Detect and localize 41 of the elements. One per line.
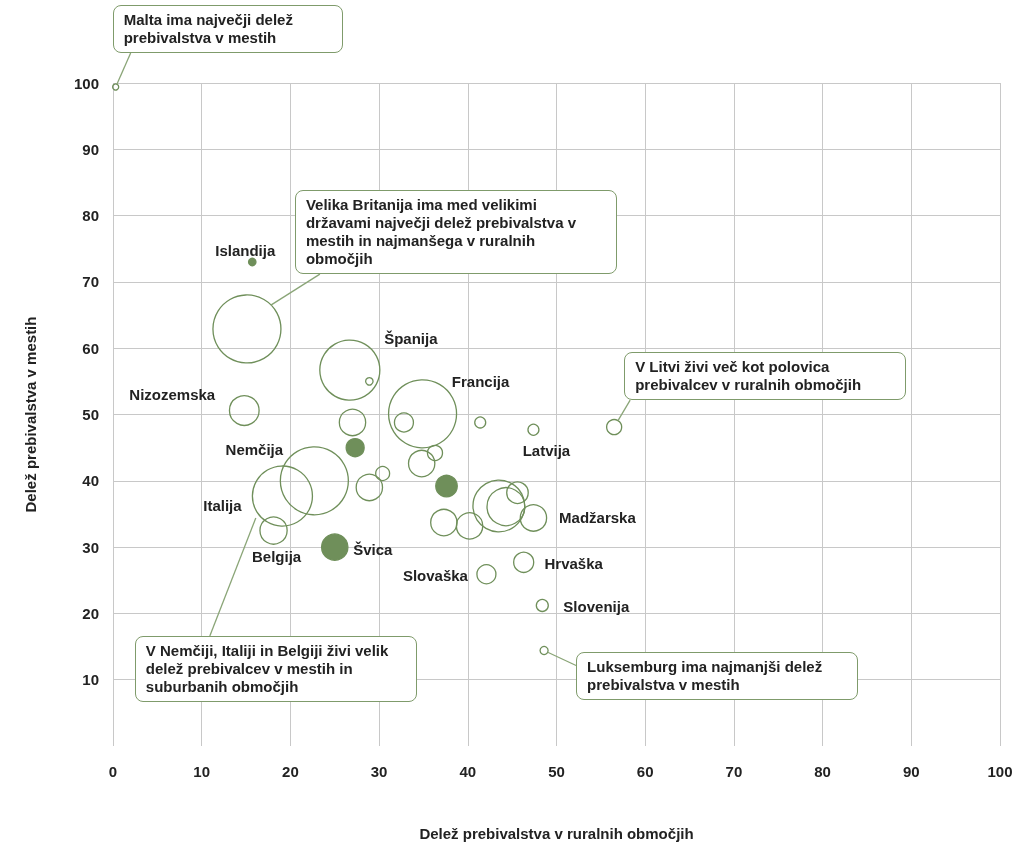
annotation: Latvija [522, 441, 571, 459]
y-tick-label: 10 [82, 671, 99, 689]
annotation: Slovenija [563, 597, 630, 615]
annotation: Nizozemska [129, 385, 216, 403]
callout-box: V Nemčiji, Italiji in Belgiji živi velik delež prebivalcev v mestih in suburbanih območjih [134, 635, 417, 702]
annotation: Belgija [251, 547, 302, 565]
annotation: Hrvaška [544, 554, 603, 572]
callout-box: Luksemburg ima najmanjši delež prebivalstva v mestih [576, 651, 859, 700]
y-axis-title: Delež prebivalstva v mestih [22, 316, 39, 513]
x-axis-title: Delež prebivalstva v ruralnih območjih [419, 825, 694, 842]
x-tick-label: 70 [725, 763, 743, 780]
callout-box: Malta ima največji delež prebivalstva v mestih [112, 4, 343, 53]
annotation: Madžarska [559, 508, 636, 526]
x-tick-label: 0 [108, 763, 118, 780]
x-tick-label: 60 [636, 763, 654, 780]
annotation: Islandija [215, 241, 276, 259]
x-tick-label: 50 [548, 763, 565, 780]
annotation: Španija [384, 329, 438, 347]
annotation: Francija [451, 372, 510, 390]
y-tick-label: 30 [82, 538, 99, 556]
y-tick-label: 20 [82, 604, 99, 622]
y-tick-label: 60 [82, 339, 99, 357]
callout-box: V Litvi živi več kot polovica prebivalcev v ruralnih območjih [624, 352, 907, 401]
x-tick-label: 10 [193, 763, 211, 780]
y-tick-label: 80 [82, 207, 99, 225]
callout-box: Velika Britanija ima med velikimi državami največji delež prebivalstva v mestih in najmanšega v ruralnih območjih [294, 190, 617, 275]
y-tick-label: 100 [73, 74, 99, 92]
annotation: Slovaška [402, 566, 468, 584]
x-tick-label: 80 [814, 763, 831, 780]
x-tick-label: 30 [370, 763, 388, 780]
annotation: Švica [353, 540, 393, 558]
y-tick-label: 50 [82, 406, 99, 423]
x-tick-label: 100 [987, 763, 1013, 780]
annotation: Nemčija [225, 440, 284, 458]
y-tick-label: 90 [82, 140, 99, 158]
x-tick-label: 20 [282, 763, 299, 780]
annotation: Italija [203, 496, 242, 514]
x-tick-label: 40 [459, 763, 477, 780]
y-tick-label: 70 [82, 273, 99, 291]
y-tick-label: 40 [82, 472, 99, 490]
x-tick-label: 90 [902, 763, 920, 780]
